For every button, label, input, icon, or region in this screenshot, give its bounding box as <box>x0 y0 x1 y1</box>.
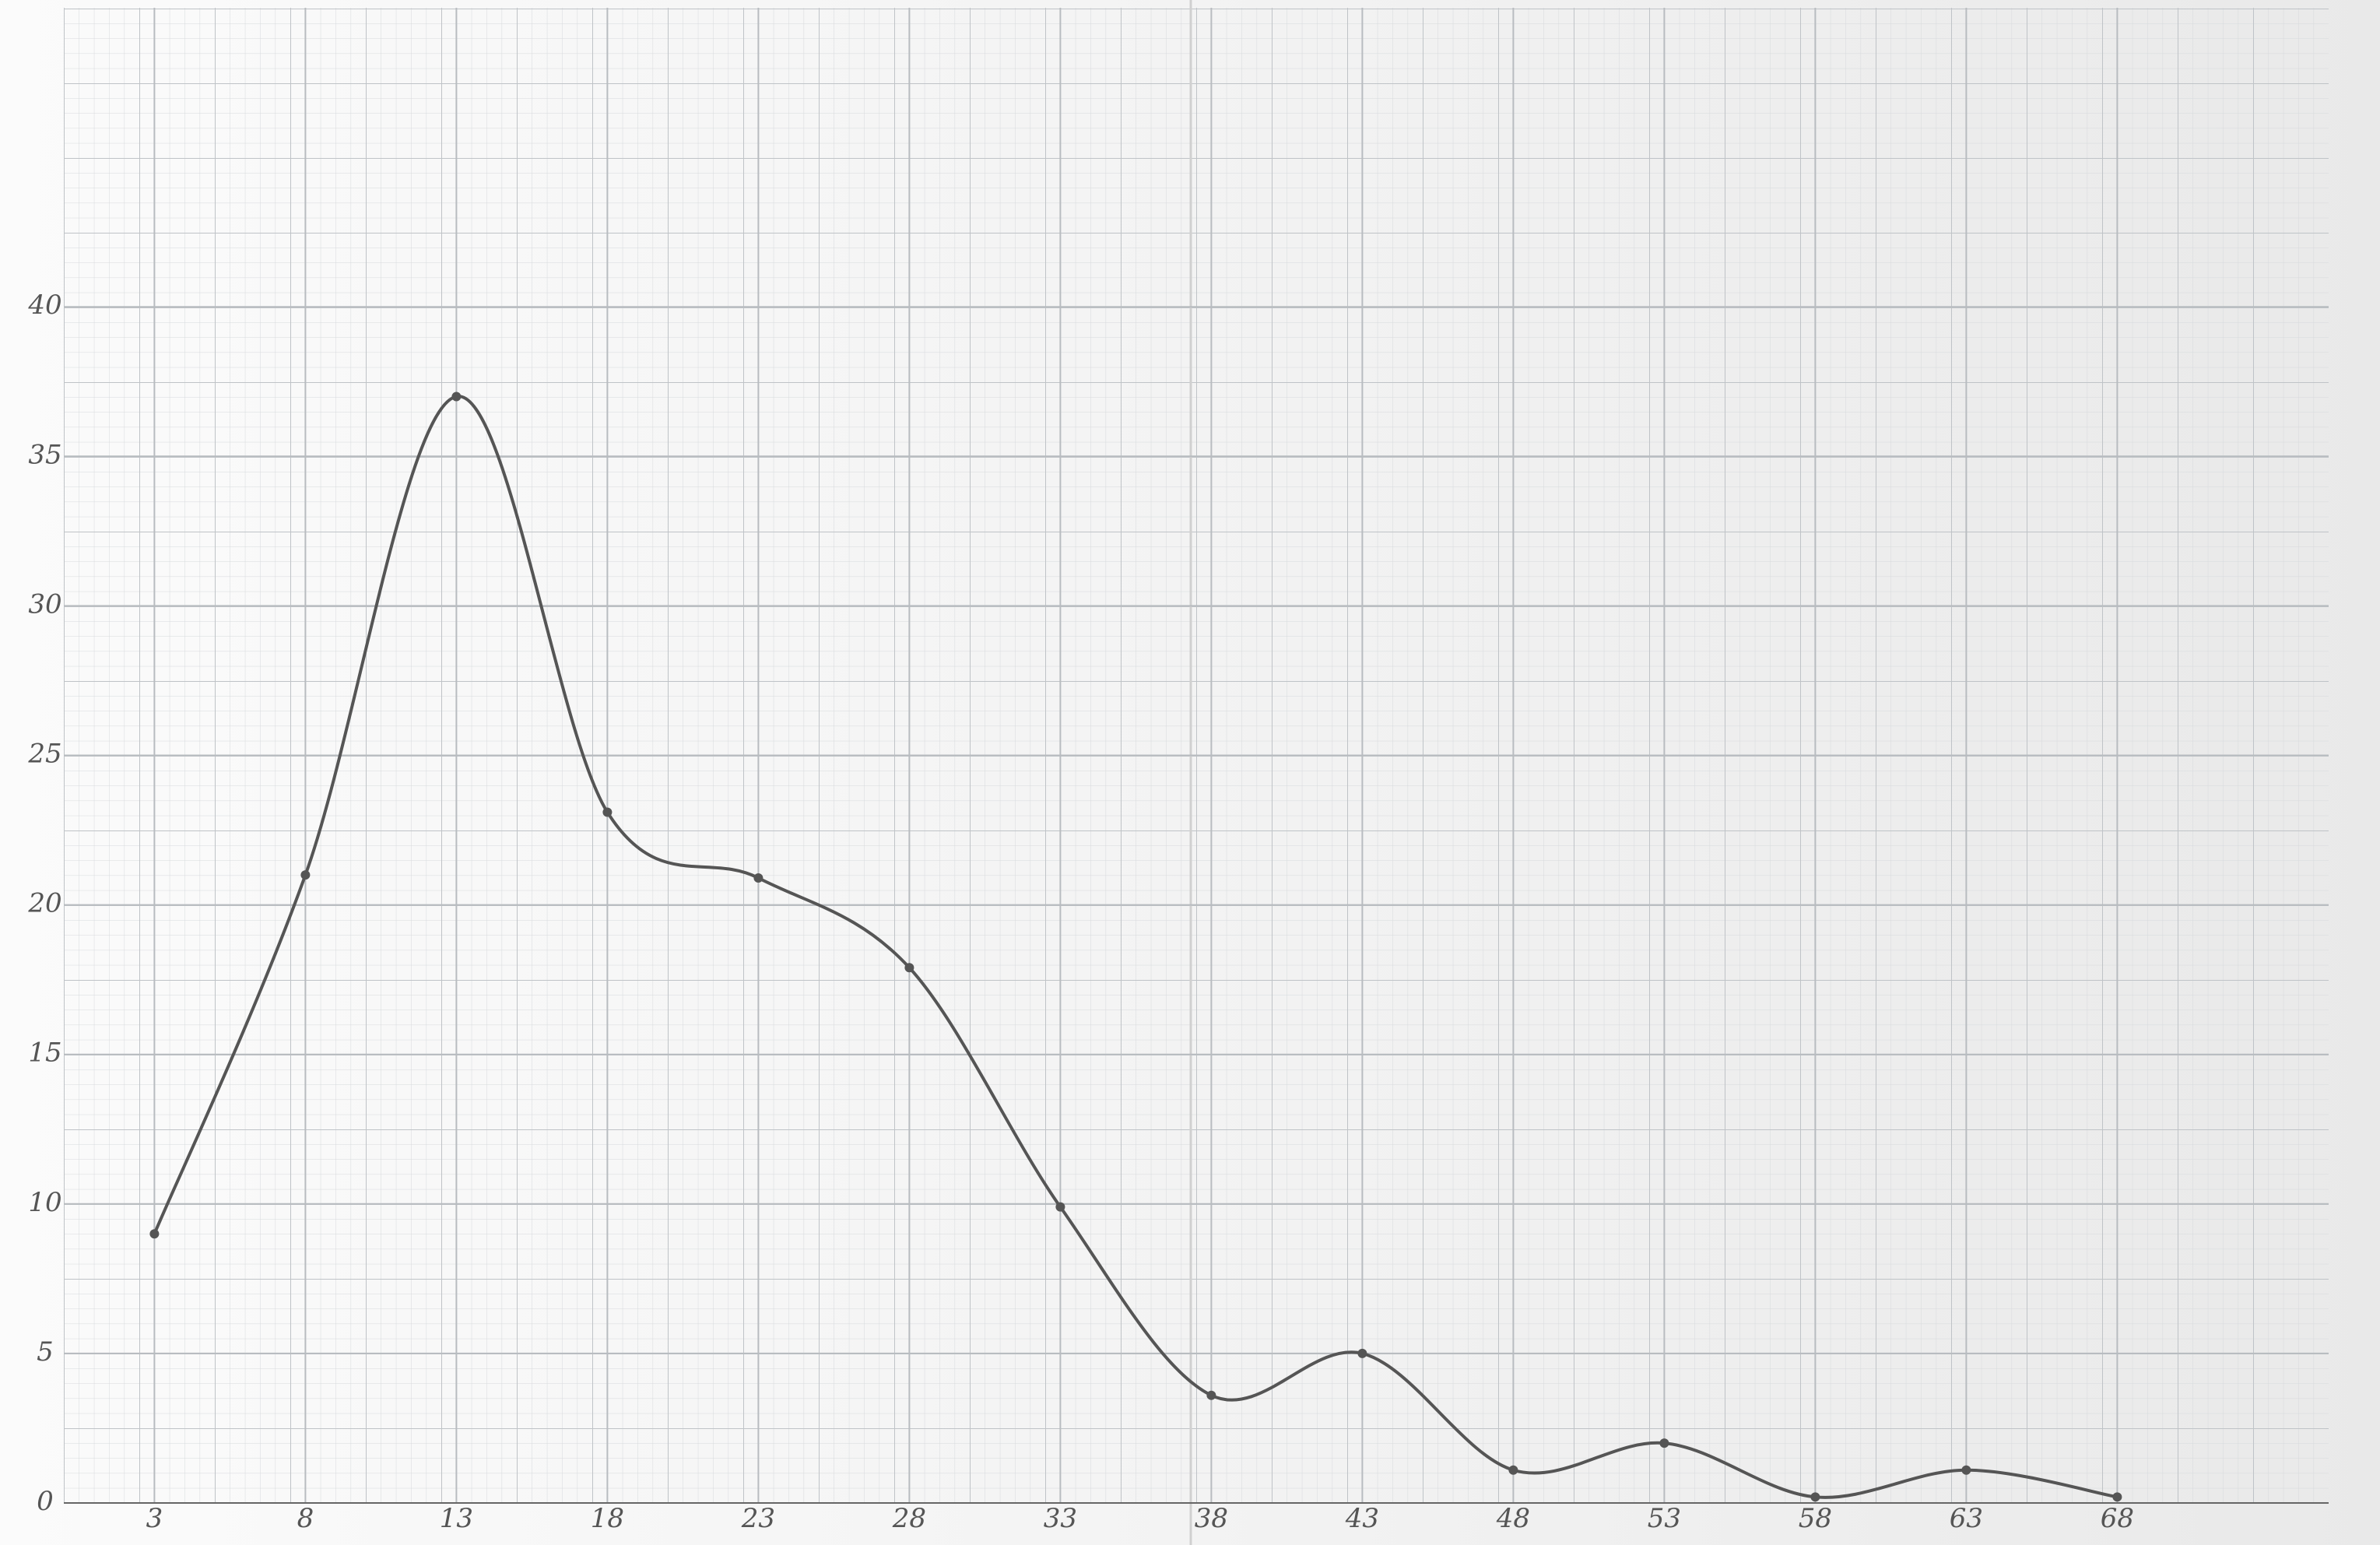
x-tick-label: 53 <box>1648 1503 1681 1534</box>
data-point <box>300 870 311 880</box>
y-tick-label: 40 <box>27 290 61 321</box>
x-tick-label: 13 <box>440 1503 473 1534</box>
y-tick-label: 25 <box>27 739 61 770</box>
data-point <box>1206 1390 1216 1400</box>
x-tick-label: 58 <box>1799 1503 1832 1534</box>
data-point <box>1055 1202 1065 1212</box>
x-tick-label: 8 <box>297 1503 314 1534</box>
data-point <box>1810 1492 1820 1502</box>
x-tick-label: 33 <box>1044 1503 1077 1534</box>
x-tick-label: 3 <box>146 1503 163 1534</box>
data-point <box>149 1229 160 1239</box>
y-tick-label: 30 <box>28 588 61 620</box>
x-tick-label: 63 <box>1950 1503 1983 1534</box>
data-point <box>904 963 914 973</box>
y-tick-label: 15 <box>28 1038 61 1069</box>
x-tick-label: 68 <box>2101 1503 2134 1534</box>
x-tick-label: 38 <box>1195 1503 1228 1534</box>
data-point <box>1659 1438 1669 1448</box>
data-point <box>2112 1492 2122 1502</box>
data-point <box>602 807 613 817</box>
x-tick-label: 23 <box>741 1503 775 1534</box>
x-tick-label: 28 <box>892 1503 926 1534</box>
x-tick-label: 18 <box>591 1503 624 1534</box>
data-point <box>1961 1465 1971 1475</box>
y-tick-label: 0 <box>37 1486 54 1517</box>
y-tick-label: 20 <box>27 888 61 919</box>
x-tick-label: 48 <box>1496 1503 1530 1534</box>
y-tick-label: 10 <box>28 1187 61 1218</box>
y-tick-label: 5 <box>37 1336 54 1368</box>
data-point <box>1357 1348 1367 1358</box>
data-point <box>753 873 763 883</box>
data-point <box>1508 1465 1518 1475</box>
y-tick-label: 35 <box>28 439 61 470</box>
curve <box>153 395 2119 1499</box>
x-tick-label: 43 <box>1345 1503 1379 1534</box>
data-point <box>451 392 462 402</box>
